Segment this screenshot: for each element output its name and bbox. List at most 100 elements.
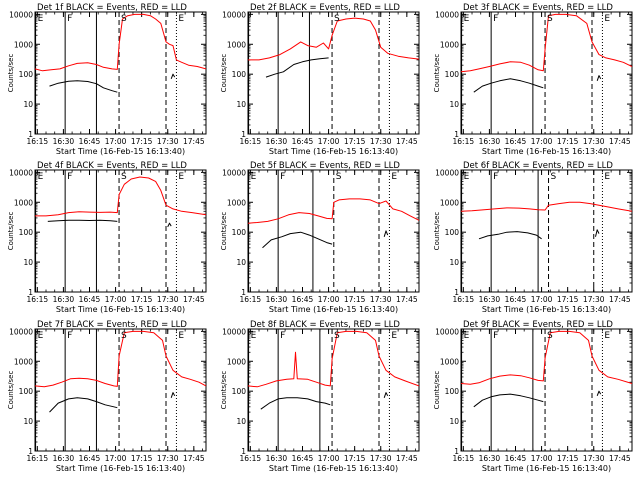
events-series-line bbox=[478, 231, 542, 240]
x-tick-label: 17:45 bbox=[183, 137, 205, 146]
y-tick-label: 100 bbox=[232, 228, 247, 237]
y-tick-label: 10000 bbox=[9, 168, 33, 177]
x-tick-label: 17:15 bbox=[557, 137, 579, 146]
events-series-line bbox=[49, 397, 118, 413]
x-tick-label: 17:00 bbox=[531, 295, 553, 304]
y-tick-label: 1 bbox=[241, 447, 246, 456]
detector-panel: Det 5f BLACK = Events, RED = LLD 1 10 100 10… bbox=[220, 161, 420, 314]
x-tick-label: 16:30 bbox=[479, 454, 501, 463]
x-tick-label: 17:00 bbox=[531, 454, 553, 463]
detector-panel: Det 9f BLACK = Events, RED = LLD 1 10 100 10… bbox=[433, 320, 633, 473]
time-marker-label: E bbox=[391, 331, 397, 341]
x-tick-label: 16:15 bbox=[240, 454, 262, 463]
time-marker-label: S bbox=[121, 172, 127, 182]
y-tick-label: 1000 bbox=[14, 40, 33, 49]
y-axis-label: Counts/sec bbox=[7, 212, 15, 251]
x-tick-label: 16:15 bbox=[27, 454, 49, 463]
x-tick-label: 17:45 bbox=[609, 295, 631, 304]
x-tick-label: 16:30 bbox=[266, 137, 288, 146]
time-marker-label: E bbox=[391, 172, 397, 182]
time-marker-label: F bbox=[280, 331, 285, 341]
x-tick-label: 16:45 bbox=[505, 454, 527, 463]
time-marker-label: F bbox=[493, 14, 498, 24]
x-tick-label: 17:45 bbox=[609, 454, 631, 463]
y-axis-label: Counts/sec bbox=[433, 212, 441, 251]
x-tick-label: 16:45 bbox=[292, 454, 314, 463]
y-tick-label: 1000 bbox=[227, 198, 246, 207]
x-axis-label: Start Time (16-Feb-15 16:13:40) bbox=[56, 305, 185, 314]
time-marker-label: E bbox=[251, 331, 257, 341]
y-tick-label: 10 bbox=[236, 258, 246, 267]
time-marker-label: E bbox=[178, 172, 184, 182]
x-axis-label: Start Time (16-Feb-15 16:13:40) bbox=[56, 464, 185, 473]
detector-panel: Det 3f BLACK = Events, RED = LLD 1 10 100 10… bbox=[433, 3, 633, 156]
x-tick-label: 16:15 bbox=[27, 295, 49, 304]
events-series-line bbox=[596, 390, 602, 396]
lld-series-line bbox=[35, 13, 206, 72]
data-area bbox=[461, 12, 632, 134]
x-axis-label: Start Time (16-Feb-15 16:13:40) bbox=[56, 147, 185, 156]
x-axis-label: Start Time (16-Feb-15 16:13:40) bbox=[269, 305, 398, 314]
y-tick-label: 10 bbox=[449, 258, 459, 267]
x-tick-label: 16:45 bbox=[292, 295, 314, 304]
x-tick-label: 16:30 bbox=[53, 295, 75, 304]
data-area bbox=[461, 329, 632, 451]
x-tick-label: 17:30 bbox=[157, 137, 179, 146]
time-marker-label: E bbox=[464, 172, 470, 182]
x-tick-label: 17:30 bbox=[583, 137, 605, 146]
y-axis-label: Counts/sec bbox=[220, 212, 228, 251]
y-tick-label: 1000 bbox=[227, 357, 246, 366]
y-tick-label: 10 bbox=[23, 100, 33, 109]
x-tick-label: 17:30 bbox=[370, 454, 392, 463]
y-tick-label: 10000 bbox=[9, 10, 33, 19]
plot-frame bbox=[460, 11, 633, 135]
time-marker-label: E bbox=[464, 14, 470, 24]
y-tick-label: 1000 bbox=[440, 198, 459, 207]
events-series-line bbox=[167, 222, 172, 228]
x-tick-label: 16:45 bbox=[505, 295, 527, 304]
events-series-line bbox=[265, 57, 329, 78]
time-marker-label: F bbox=[493, 172, 498, 182]
x-tick-label: 17:30 bbox=[157, 295, 179, 304]
panel-grid: Det 1f BLACK = Events, RED = LLD 1 10 100 10… bbox=[7, 3, 633, 473]
data-area bbox=[461, 170, 632, 292]
y-tick-label: 100 bbox=[19, 387, 34, 396]
data-area bbox=[35, 170, 206, 292]
x-tick-label: 17:30 bbox=[370, 137, 392, 146]
events-series-line bbox=[262, 231, 333, 249]
lld-series-line bbox=[248, 17, 419, 61]
y-tick-label: 10000 bbox=[222, 10, 246, 19]
detector-panel: Det 4f BLACK = Events, RED = LLD 1 10 100 10… bbox=[7, 161, 207, 314]
x-tick-label: 16:45 bbox=[79, 454, 101, 463]
plot-frame bbox=[34, 169, 207, 293]
x-tick-label: 16:30 bbox=[479, 295, 501, 304]
y-tick-label: 100 bbox=[232, 70, 247, 79]
plot-frame bbox=[460, 328, 633, 452]
panel-title: Det 4f BLACK = Events, RED = LLD bbox=[37, 161, 187, 171]
plot-frame bbox=[34, 11, 207, 135]
events-series-line bbox=[383, 230, 389, 237]
x-tick-label: 16:15 bbox=[240, 295, 262, 304]
x-tick-label: 16:15 bbox=[27, 137, 49, 146]
events-series-line bbox=[595, 229, 600, 237]
x-tick-label: 17:30 bbox=[583, 295, 605, 304]
panel-title: Det 8f BLACK = Events, RED = LLD bbox=[250, 320, 400, 330]
lld-series-line bbox=[461, 13, 632, 73]
y-axis-label: Counts/sec bbox=[433, 54, 441, 93]
y-axis-label: Counts/sec bbox=[7, 54, 15, 93]
x-tick-label: 16:45 bbox=[79, 137, 101, 146]
x-tick-label: 16:45 bbox=[79, 295, 101, 304]
x-tick-label: 17:00 bbox=[318, 137, 340, 146]
x-axis-label: Start Time (16-Feb-15 16:13:40) bbox=[482, 147, 611, 156]
time-marker-label: S bbox=[334, 14, 340, 24]
events-series-line bbox=[170, 392, 176, 398]
time-marker-label: E bbox=[251, 172, 257, 182]
time-marker-label: E bbox=[604, 172, 610, 182]
panel-title: Det 3f BLACK = Events, RED = LLD bbox=[463, 3, 613, 13]
x-tick-label: 17:45 bbox=[609, 137, 631, 146]
x-tick-label: 17:15 bbox=[344, 295, 366, 304]
y-tick-label: 10000 bbox=[435, 10, 459, 19]
x-tick-label: 17:00 bbox=[318, 454, 340, 463]
panel-title: Det 9f BLACK = Events, RED = LLD bbox=[463, 320, 613, 330]
